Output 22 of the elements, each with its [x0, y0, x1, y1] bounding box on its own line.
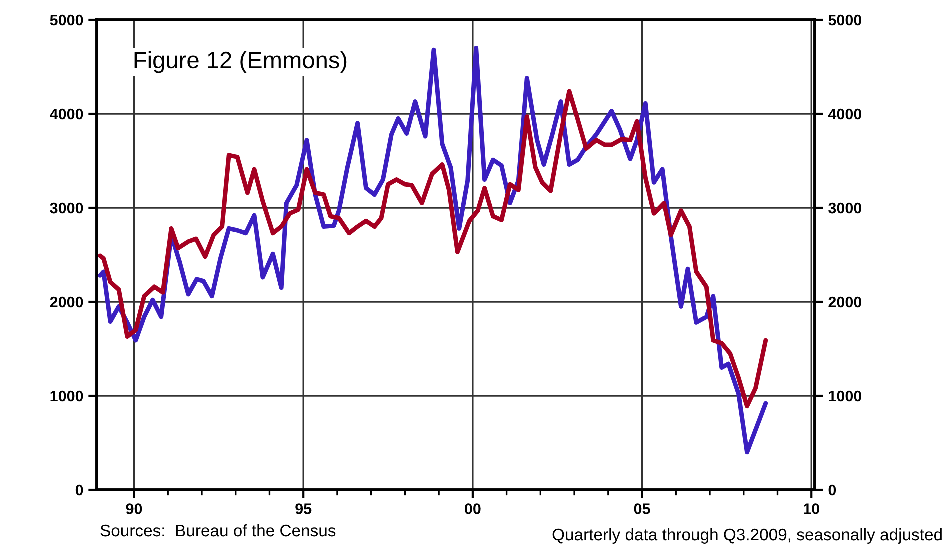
x-tick-label: 00: [465, 504, 481, 514]
x-tick-label: 90: [126, 504, 142, 514]
y-tick-label: 2000: [50, 296, 84, 308]
source-note: Sources: Bureau of the Census: [100, 524, 336, 537]
y-tick-label: 3000: [50, 202, 84, 214]
line-series: [98, 89, 768, 409]
y2-tick-label: 1000: [829, 390, 862, 402]
y-tick-label: 5000: [50, 14, 84, 26]
line-series: [98, 46, 768, 455]
y-tick-label: 0: [76, 484, 84, 496]
y-tick-label: 1000: [50, 390, 84, 402]
text: Figure 12 (Emmons): [134, 51, 347, 74]
y2-tick-label: 3000: [828, 202, 862, 214]
x-tick-label: 10: [804, 504, 820, 514]
y2-tick-label: 5000: [828, 14, 862, 26]
y2-tick-label: 4000: [828, 108, 862, 120]
y2-tick-label: 0: [828, 484, 836, 496]
x-tick-label: 95: [296, 504, 312, 514]
y2-tick-label: 2000: [828, 296, 862, 308]
text: Quarterly data through Q3.2009, seasonally adjusted: [552, 528, 942, 544]
y-tick-label: 4000: [50, 108, 84, 120]
x-tick-label: 05: [634, 504, 650, 514]
